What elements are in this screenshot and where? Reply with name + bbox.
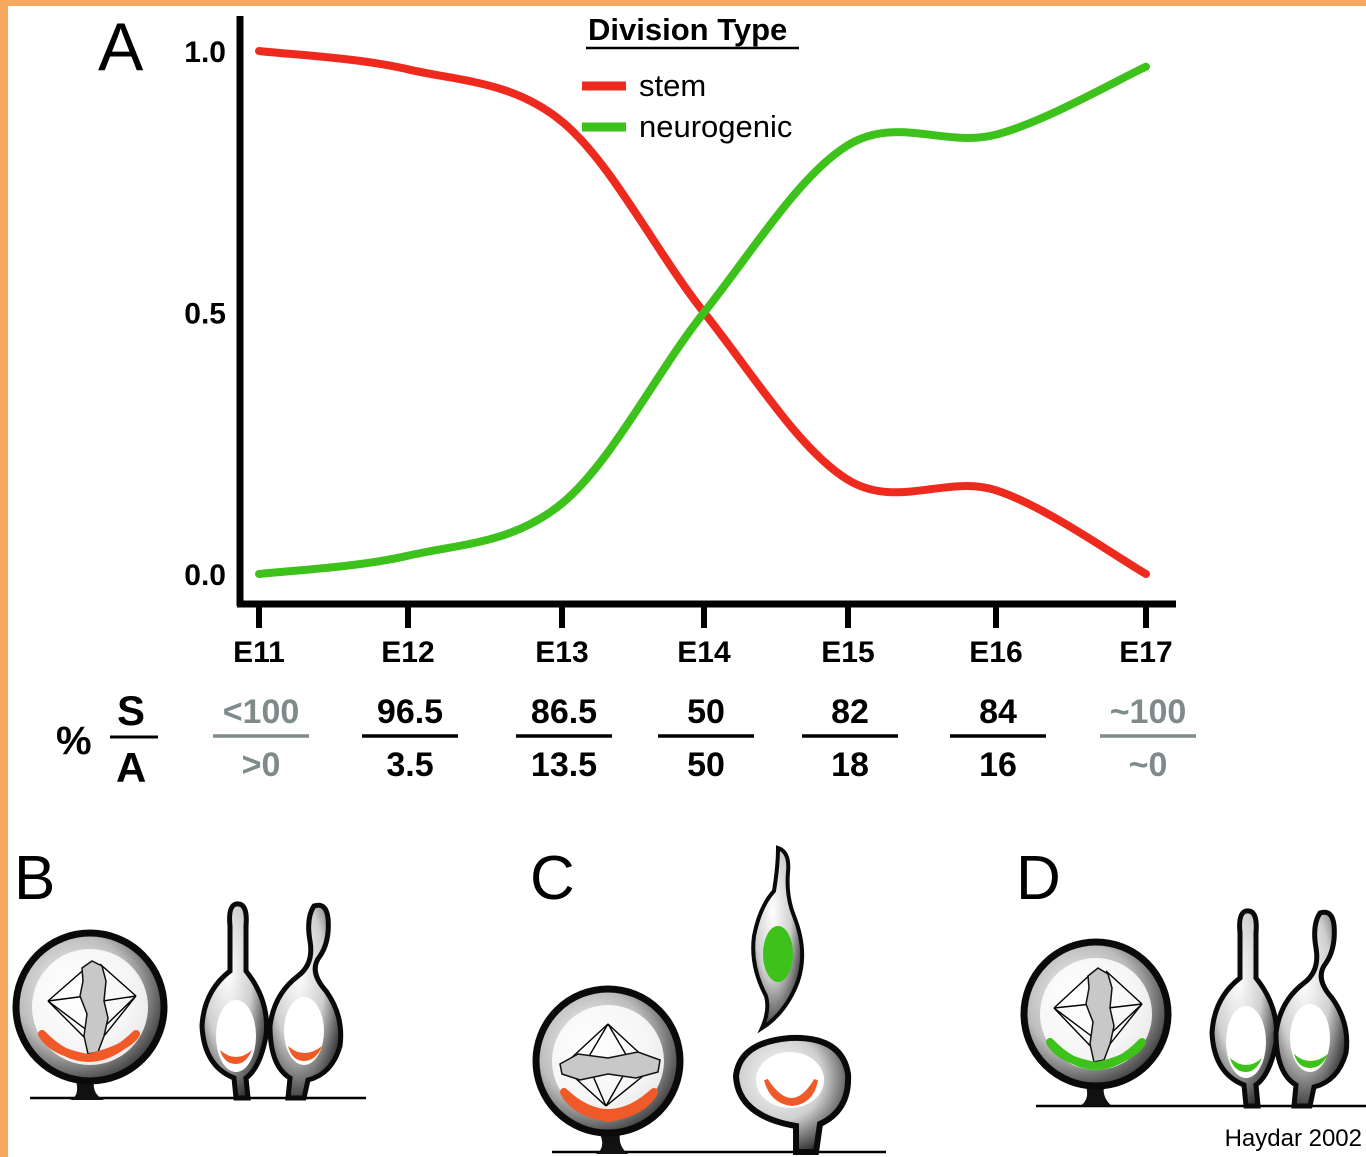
panel-label-c: C	[530, 844, 575, 913]
daughter-nucleus-right	[1290, 1004, 1330, 1072]
ratio-denominator-e12: 3.5	[386, 746, 433, 784]
apical-crescent-green	[1046, 1038, 1146, 1070]
apical-crescent	[38, 1030, 140, 1062]
y-tick-label-2: 0.5	[184, 298, 226, 331]
legend-label-neurogenic: neurogenic	[639, 109, 792, 144]
illustration-panel-b	[12, 901, 366, 1101]
y-tick-label-1: 1.0	[184, 36, 226, 69]
cell-stalk	[596, 1134, 628, 1154]
panel-label-d: D	[1016, 844, 1061, 913]
daughter-crescent-left-green	[1230, 1058, 1262, 1072]
daughter-crescent	[764, 1078, 818, 1107]
ratio-numerator-e12: 96.5	[377, 693, 443, 731]
x-tick-label-e13: E13	[535, 636, 588, 669]
ratio-denominator-label: A	[116, 744, 146, 791]
daughter-crescent-right	[288, 1046, 322, 1061]
legend-title: Division Type	[588, 12, 787, 47]
ratio-numerator-e16: 84	[979, 693, 1017, 731]
ratio-denominator-e14: 50	[687, 746, 725, 784]
daughter-crescent-left	[220, 1050, 252, 1064]
cell-stalk	[70, 1081, 104, 1100]
x-tick-label-e16: E16	[969, 636, 1022, 669]
ratio-numerator-e14: 50	[687, 693, 725, 731]
ratio-numerator-e15: 82	[831, 693, 869, 731]
figure-svg: A B C D 1.0 0.5 0.0 Division Type stem n…	[12, 9, 1366, 1155]
x-tick-label-e11: E11	[233, 636, 285, 669]
x-tick-label-e14: E14	[677, 636, 731, 669]
legend-label-stem: stem	[639, 68, 706, 103]
neuron-nucleus-green	[763, 926, 793, 982]
panel-label-a: A	[98, 9, 144, 85]
ratio-row: <100 >0 96.5 3.5 86.5 13.5 50 50 82 18 84 16 ~100 ~0	[213, 693, 1196, 784]
apical-crescent	[560, 1088, 658, 1122]
panel-label-b: B	[14, 844, 55, 913]
ratio-denominator-e11: >0	[242, 746, 281, 784]
ratio-percent-sign: %	[56, 719, 92, 763]
chromosomes	[79, 960, 109, 1055]
ratio-numerator-e13: 86.5	[531, 693, 597, 731]
daughter-nucleus-left	[216, 1000, 256, 1072]
ratio-denominator-e16: 16	[979, 746, 1017, 784]
x-tick-label-e17: E17	[1119, 636, 1172, 669]
chromosomes	[1085, 967, 1115, 1063]
illustration-panel-c	[532, 845, 886, 1155]
figure-frame: A B C D 1.0 0.5 0.0 Division Type stem n…	[8, 6, 1366, 1157]
y-tick-label-3: 0.0	[184, 559, 226, 592]
ratio-denominator-e13: 13.5	[531, 746, 597, 784]
daughter-nucleus-left	[1226, 1006, 1266, 1078]
series-group	[255, 47, 1150, 578]
ratio-denominator-e15: 18	[831, 746, 869, 784]
x-tick-label-e12: E12	[381, 636, 434, 669]
daughter-nucleus-right	[284, 997, 324, 1065]
ratio-denominator-e17: ~0	[1129, 746, 1168, 784]
x-tick-label-e15: E15	[821, 636, 874, 669]
ratio-numerator-e17: ~100	[1110, 693, 1187, 731]
chromosomes	[559, 1051, 661, 1081]
illustration-panel-d	[1020, 908, 1366, 1109]
ratio-numerator-label: S	[117, 687, 145, 734]
ratio-numerator-e11: <100	[223, 693, 300, 731]
daughter-crescent-right-green	[1294, 1054, 1328, 1068]
series-line-neurogenic	[255, 62, 1150, 578]
x-axis-ticks: E11 E12 E13 E14 E15 E16 E17	[233, 604, 1173, 669]
figure-credit: Haydar 2002	[1225, 1125, 1362, 1152]
cell-stalk	[1080, 1086, 1112, 1106]
